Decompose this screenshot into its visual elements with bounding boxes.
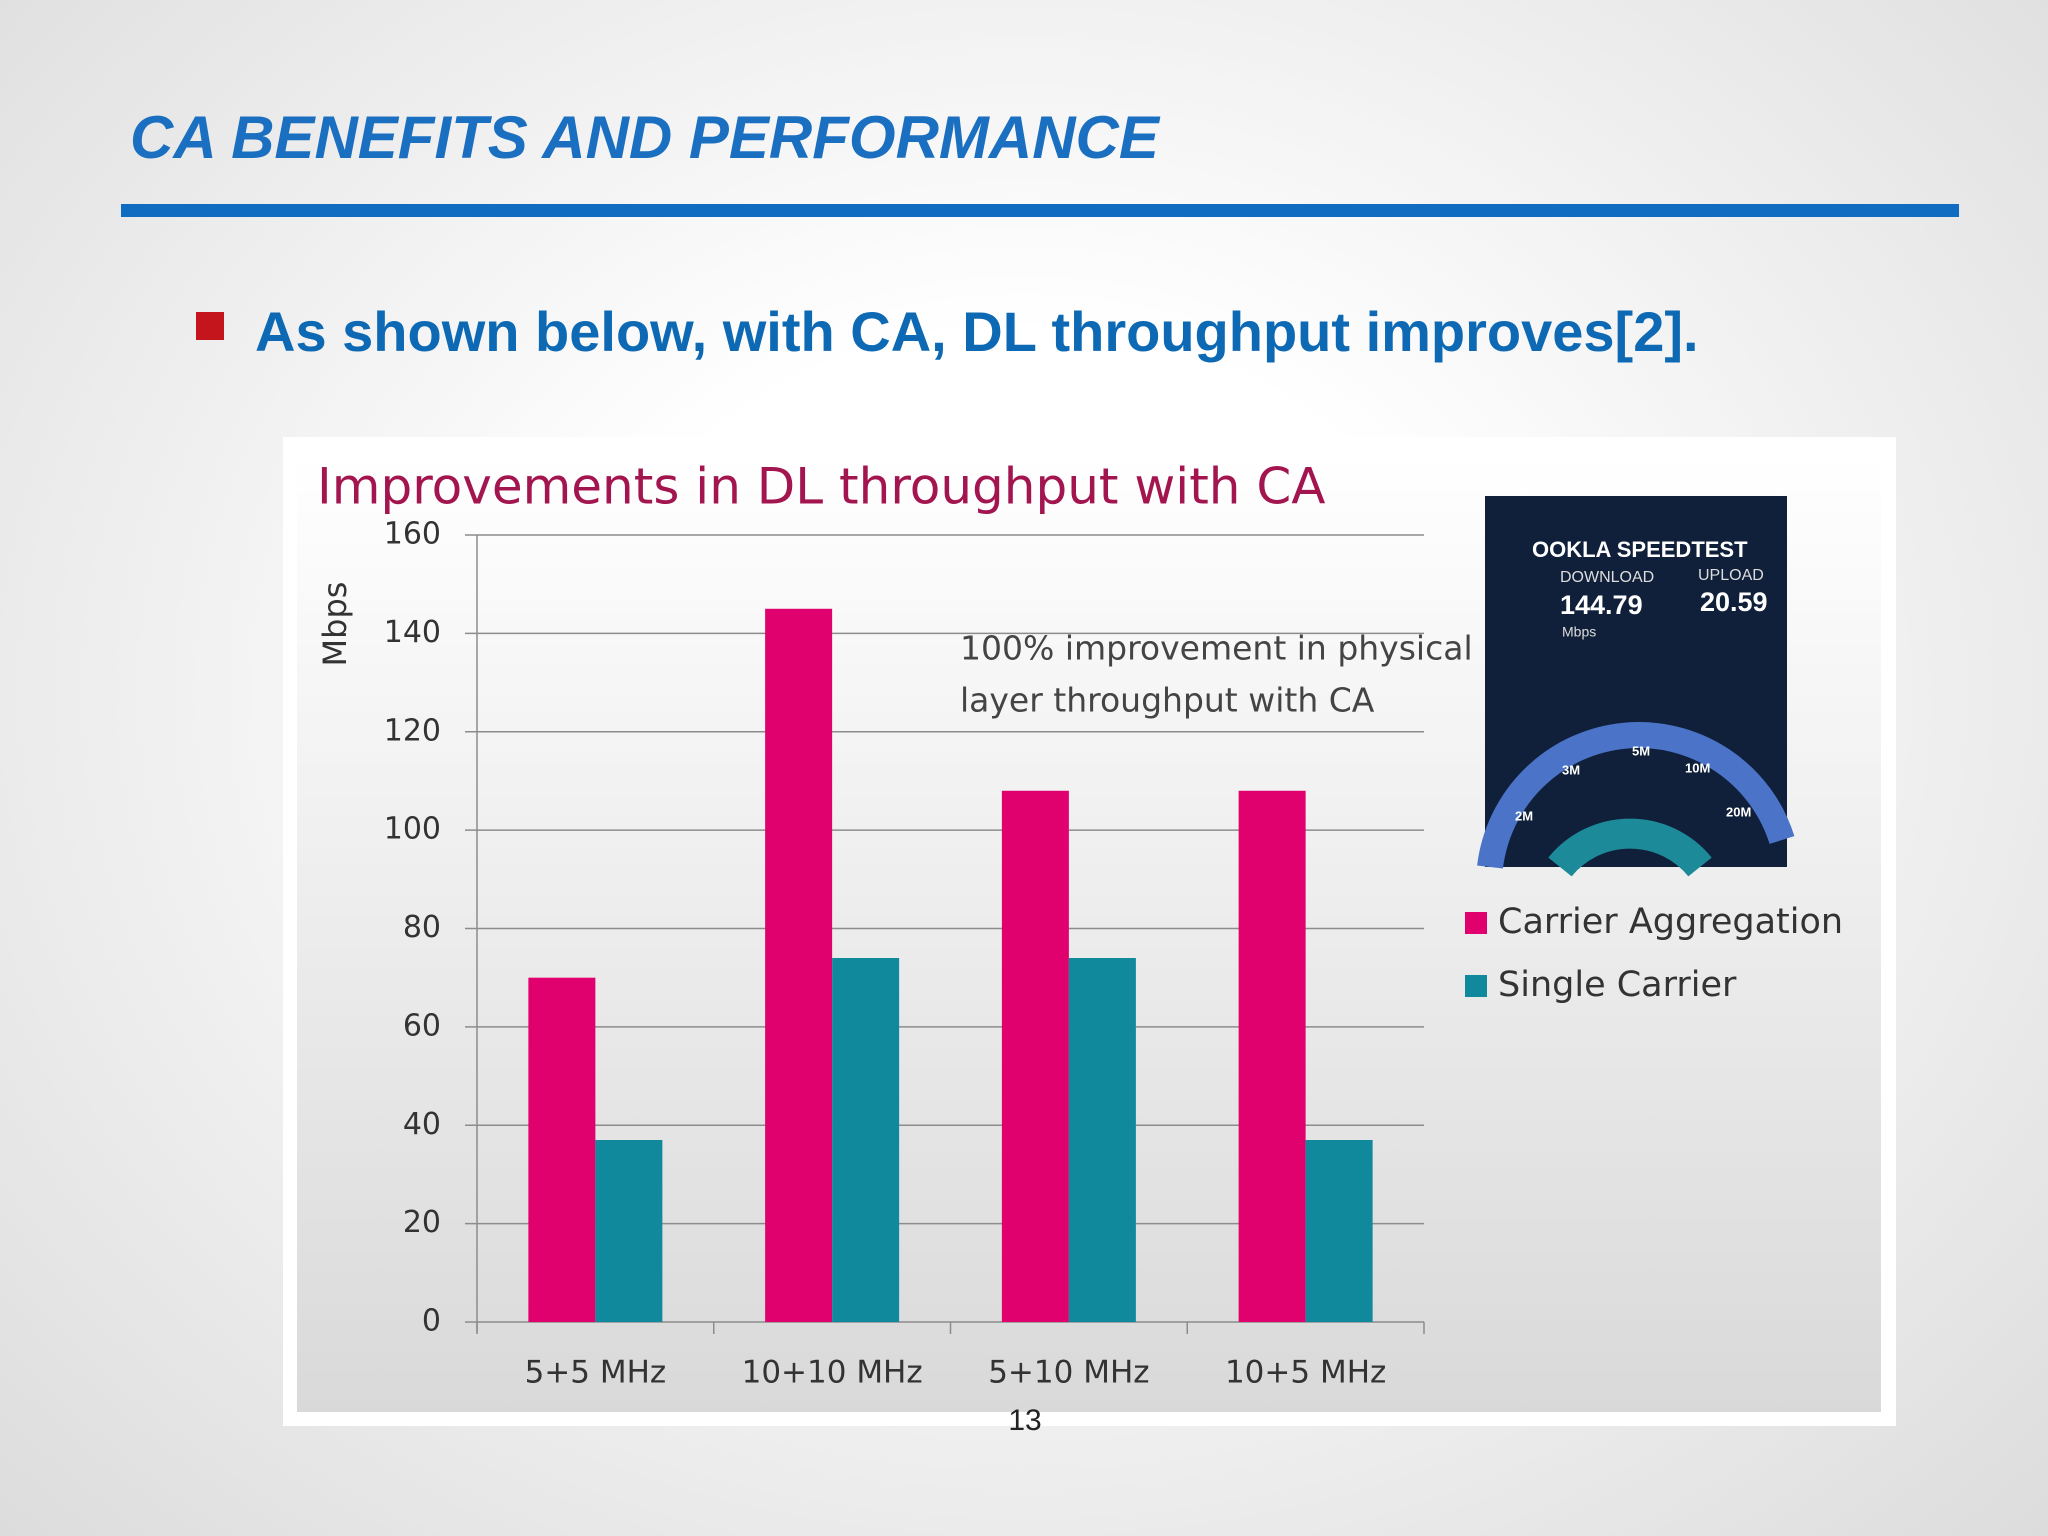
inset-value: 20.59 bbox=[1700, 587, 1768, 617]
inset-unit: Mbps bbox=[1562, 624, 1596, 640]
legend-label: Carrier Aggregation bbox=[1498, 902, 1843, 942]
y-tick-label: 20 bbox=[403, 1205, 441, 1240]
bar bbox=[1068, 958, 1136, 1322]
legend-swatch bbox=[1465, 975, 1487, 997]
chart-title: Improvements in DL throughput with CA bbox=[317, 458, 1326, 516]
bar bbox=[528, 977, 596, 1322]
bar bbox=[595, 1140, 663, 1322]
page-number: 13 bbox=[1008, 1404, 1041, 1437]
inset-label: DOWNLOAD bbox=[1560, 569, 1654, 586]
bar bbox=[832, 958, 900, 1322]
x-tick-label: 10+10 MHz bbox=[742, 1355, 923, 1391]
y-tick-label: 40 bbox=[403, 1107, 441, 1142]
gauge-label: 3M bbox=[1562, 762, 1580, 777]
bar bbox=[1305, 1140, 1373, 1322]
legend-swatch bbox=[1465, 912, 1487, 934]
gauge-label: 5M bbox=[1632, 743, 1650, 758]
inset-label: UPLOAD bbox=[1698, 567, 1764, 584]
gauge-arc bbox=[1477, 722, 1795, 869]
bar bbox=[1001, 790, 1069, 1322]
x-tick-label: 5+5 MHz bbox=[525, 1355, 667, 1391]
legend-label: Single Carrier bbox=[1498, 965, 1737, 1005]
x-tick-label: 10+5 MHz bbox=[1225, 1355, 1386, 1391]
inset-background bbox=[1485, 496, 1787, 867]
y-tick-label: 100 bbox=[384, 812, 441, 847]
gauge-label: 20M bbox=[1726, 804, 1751, 819]
inset-brand: OOKLA SPEEDTEST bbox=[1532, 537, 1748, 562]
gauge-label: 10M bbox=[1685, 760, 1710, 775]
bullet-text: As shown below, with CA, DL throughput i… bbox=[255, 300, 1699, 363]
y-tick-label: 60 bbox=[403, 1008, 441, 1043]
y-axis-label: Mbps bbox=[316, 582, 354, 667]
speedtest-inset: OOKLA SPEEDTEST DOWNLOAD UPLOAD 144.79 2… bbox=[1477, 496, 1795, 877]
y-tick-label: 160 bbox=[384, 517, 441, 552]
bar bbox=[765, 608, 833, 1322]
y-tick-label: 140 bbox=[384, 615, 441, 650]
inset-value: 144.79 bbox=[1560, 590, 1643, 620]
bullet-marker bbox=[196, 312, 224, 340]
gauge-core bbox=[1548, 818, 1712, 877]
gauge-label: 2M bbox=[1515, 808, 1533, 823]
x-tick-label: 5+10 MHz bbox=[988, 1355, 1149, 1391]
title-rule bbox=[121, 204, 1959, 217]
annotation: 100% improvement in physical bbox=[960, 629, 1473, 668]
annotation: layer throughput with CA bbox=[960, 681, 1375, 720]
y-tick-label: 80 bbox=[403, 910, 441, 945]
slide-title: CA BENEFITS AND PERFORMANCE bbox=[130, 104, 1161, 171]
bar bbox=[1238, 790, 1306, 1322]
y-tick-label: 120 bbox=[384, 713, 441, 748]
y-tick-label: 0 bbox=[422, 1304, 441, 1339]
